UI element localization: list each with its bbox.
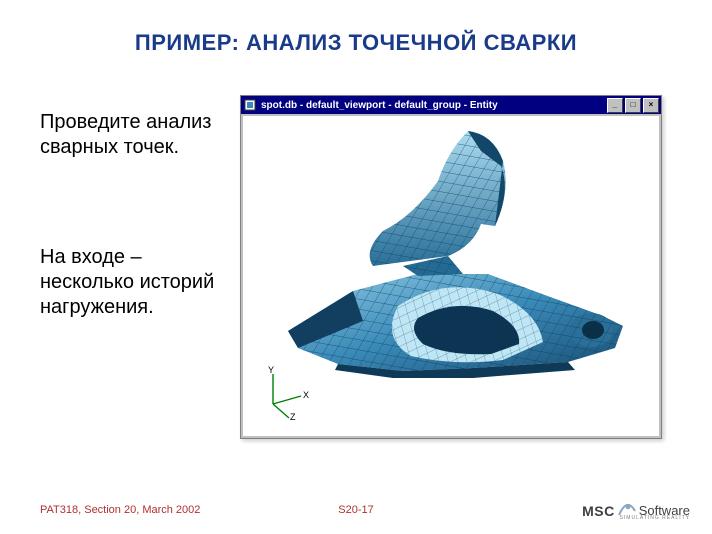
close-button[interactable]: ×: [643, 98, 659, 113]
slide: ПРИМЕР: АНАЛИЗ ТОЧЕЧНОЙ СВАРКИ Проведите…: [0, 0, 712, 534]
maximize-button[interactable]: □: [625, 98, 641, 113]
footer-page-num: 17: [362, 504, 374, 516]
axis-x-label: X: [303, 390, 309, 400]
slide-title: ПРИМЕР: АНАЛИЗ ТОЧЕЧНОЙ СВАРКИ: [0, 30, 712, 56]
logo-tagline: SIMULATING REALITY: [620, 515, 690, 521]
footer-logo: MSC Software SIMULATING REALITY: [582, 499, 690, 522]
window-titlebar[interactable]: spot.db - default_viewport - default_gro…: [241, 96, 661, 114]
window-title-text: spot.db - default_viewport - default_gro…: [261, 100, 605, 111]
viewer-window: spot.db - default_viewport - default_gro…: [240, 95, 662, 439]
body-paragraph-2: На входе – несколько историй нагружения.: [40, 245, 220, 320]
logo-msc-text: MSC: [582, 503, 615, 519]
axis-z: [273, 404, 289, 418]
axis-x: [273, 396, 301, 404]
body-paragraph-1: Проведите анализ сварных точек.: [40, 110, 220, 160]
slide-footer: PAT318, Section 20, March 2002 S20-17 MS…: [0, 486, 712, 516]
app-icon: [243, 98, 257, 112]
axis-y-label: Y: [268, 366, 274, 375]
footer-page-prefix: S20-: [338, 504, 361, 516]
minimize-button[interactable]: _: [607, 98, 623, 113]
axis-z-label: Z: [290, 412, 296, 421]
viewport-3d[interactable]: Y X Z: [243, 116, 659, 436]
axis-triad: Y X Z: [253, 366, 313, 426]
